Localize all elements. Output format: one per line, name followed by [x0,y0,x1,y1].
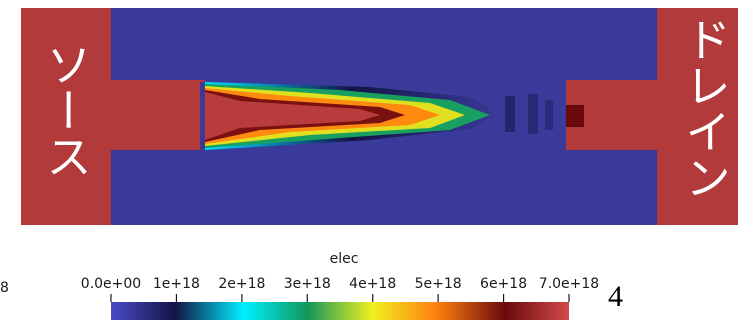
colorbar-tick-label: 7.0e+18 [539,276,599,292]
left-edge-fragment: 8 [0,280,9,296]
colorbar-tick-label: 5e+18 [415,276,462,292]
colorbar-tick-label: 3e+18 [284,276,331,292]
drain-tip-hotspot [566,105,584,127]
drain-label: ドレイン [678,16,732,200]
corner-number: 4 [608,280,623,313]
colorbar-tick-label: 6e+18 [480,276,527,292]
colorbar [111,302,569,320]
colorbar-tick-label: 0.0e+00 [81,276,141,292]
electron-density-plume [200,82,553,150]
colorbar-tick-label: 2e+18 [218,276,265,292]
drain-region [566,8,738,225]
colorbar-ticks: 0.0e+00 1e+18 2e+18 3e+18 4e+18 5e+18 6e+18 7.0… [81,276,599,302]
source-region [21,8,205,225]
colorbar-tick-label: 1e+18 [153,276,200,292]
source-label: ソース [39,41,93,179]
colorbar-tick-label: 4e+18 [349,276,396,292]
colorbar-title: elec [330,251,359,267]
